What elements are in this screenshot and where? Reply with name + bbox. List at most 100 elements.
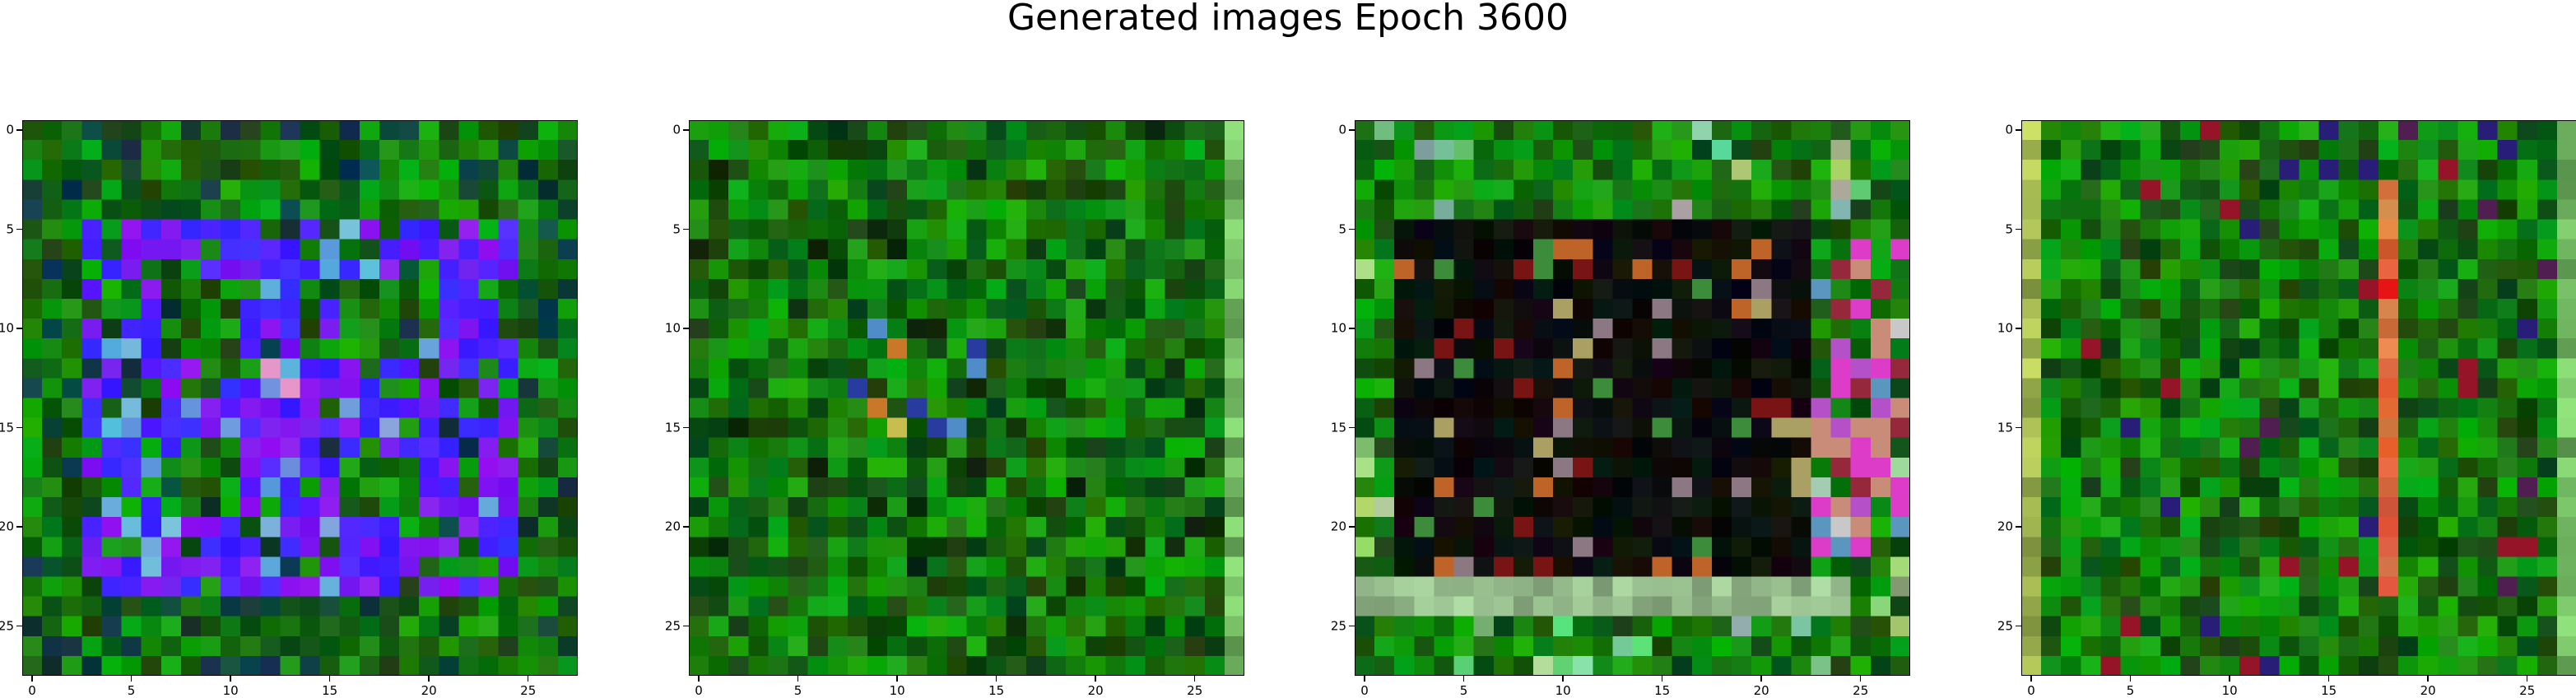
y-tick-mark xyxy=(2016,228,2021,230)
x-tick-label: 0 xyxy=(28,683,36,698)
x-tick-mark xyxy=(698,676,700,682)
y-tick-mark xyxy=(683,228,689,230)
y-tick-mark xyxy=(683,328,689,329)
generated-image-panel-4: 0 0 5 5 10 10 15 15 20 20 25 25 xyxy=(1997,120,2576,697)
x-tick-label: 5 xyxy=(1459,683,1468,698)
y-tick-label: 15 xyxy=(664,420,681,435)
x-tick-mark xyxy=(797,676,799,682)
y-tick-label: 5 xyxy=(6,221,14,237)
x-tick-label: 5 xyxy=(2126,683,2135,698)
x-tick-label: 25 xyxy=(1853,683,1869,698)
generated-image-2 xyxy=(689,120,1244,676)
x-tick-label: 10 xyxy=(222,683,239,698)
x-tick-label: 15 xyxy=(1654,683,1671,698)
x-tick-mark xyxy=(2526,676,2528,682)
y-tick-mark xyxy=(1349,228,1355,230)
x-tick-label: 5 xyxy=(793,683,802,698)
x-tick-mark xyxy=(995,676,997,682)
x-tick-mark xyxy=(230,676,231,682)
y-tick-mark xyxy=(1349,526,1355,528)
y-tick-mark xyxy=(683,625,689,627)
x-tick-mark xyxy=(2427,676,2429,682)
y-tick-label: 25 xyxy=(0,618,14,634)
y-tick-label: 15 xyxy=(1997,420,2013,435)
y-tick-mark xyxy=(16,228,22,230)
y-tick-label: 0 xyxy=(672,122,681,137)
y-tick-mark xyxy=(1349,625,1355,627)
x-tick-label: 0 xyxy=(2027,683,2035,698)
y-tick-mark xyxy=(16,526,22,528)
y-tick-label: 5 xyxy=(1338,221,1346,237)
x-tick-mark xyxy=(2229,676,2230,682)
x-tick-label: 15 xyxy=(2321,683,2337,698)
y-tick-mark xyxy=(16,129,22,131)
y-tick-mark xyxy=(2016,625,2021,627)
x-tick-label: 20 xyxy=(421,683,437,698)
y-tick-label: 10 xyxy=(664,320,681,336)
x-tick-mark xyxy=(1661,676,1663,682)
y-tick-mark xyxy=(2016,328,2021,329)
x-tick-label: 20 xyxy=(1753,683,1769,698)
y-tick-label: 20 xyxy=(664,519,681,534)
y-tick-label: 0 xyxy=(2005,122,2013,137)
figure-title: Generated images Epoch 3600 xyxy=(1007,0,1569,39)
y-tick-label: 25 xyxy=(1330,618,1346,634)
x-tick-label: 20 xyxy=(2420,683,2436,698)
y-tick-mark xyxy=(2016,426,2021,429)
y-tick-label: 5 xyxy=(2005,221,2013,237)
y-tick-label: 10 xyxy=(0,320,14,336)
x-tick-label: 25 xyxy=(1187,683,1203,698)
y-tick-mark xyxy=(683,426,689,429)
generated-image-panel-1: 0 0 5 5 10 10 15 15 20 20 25 25 xyxy=(0,120,578,697)
y-tick-label: 20 xyxy=(0,519,14,534)
y-tick-label: 20 xyxy=(1330,519,1346,534)
x-tick-mark xyxy=(428,676,430,682)
x-tick-label: 10 xyxy=(889,683,905,698)
x-tick-label: 25 xyxy=(2519,683,2536,698)
x-tick-label: 10 xyxy=(2221,683,2238,698)
x-tick-label: 0 xyxy=(695,683,703,698)
y-tick-label: 15 xyxy=(1330,420,1346,435)
y-tick-label: 0 xyxy=(1338,122,1346,137)
x-tick-mark xyxy=(2327,676,2330,682)
generated-image-1 xyxy=(22,120,578,676)
x-tick-mark xyxy=(1562,676,1564,682)
x-tick-mark xyxy=(130,676,133,682)
y-tick-mark xyxy=(683,129,689,131)
y-tick-mark xyxy=(16,625,22,627)
y-tick-mark xyxy=(683,526,689,528)
y-tick-label: 25 xyxy=(664,618,681,634)
y-tick-label: 5 xyxy=(672,221,681,237)
y-tick-label: 0 xyxy=(6,122,14,137)
x-tick-label: 15 xyxy=(988,683,1005,698)
y-tick-label: 15 xyxy=(0,420,14,435)
x-tick-mark xyxy=(1859,676,1862,682)
y-tick-mark xyxy=(2016,526,2021,528)
generated-image-3 xyxy=(1355,120,1910,676)
y-tick-mark xyxy=(1349,328,1355,329)
x-tick-mark xyxy=(328,676,331,682)
x-tick-label: 25 xyxy=(520,683,537,698)
x-tick-mark xyxy=(1760,676,1762,682)
x-tick-label: 15 xyxy=(322,683,338,698)
y-tick-mark xyxy=(1349,426,1355,429)
x-tick-mark xyxy=(31,676,33,682)
generated-image-panel-2: 0 0 5 5 10 10 15 15 20 20 25 25 xyxy=(665,120,1244,697)
y-tick-label: 10 xyxy=(1997,320,2013,336)
x-tick-label: 0 xyxy=(1360,683,1369,698)
x-tick-label: 20 xyxy=(1087,683,1104,698)
y-tick-label: 20 xyxy=(1997,519,2013,534)
generated-image-4 xyxy=(2021,120,2576,676)
x-tick-label: 10 xyxy=(1555,683,1571,698)
y-tick-label: 10 xyxy=(1330,320,1346,336)
x-tick-mark xyxy=(896,676,898,682)
x-tick-mark xyxy=(2030,676,2032,682)
x-tick-mark xyxy=(1193,676,1196,682)
x-tick-label: 5 xyxy=(127,683,136,698)
y-tick-mark xyxy=(1349,129,1355,131)
y-tick-mark xyxy=(16,328,22,329)
y-tick-mark xyxy=(2016,129,2021,131)
x-tick-mark xyxy=(1095,676,1096,682)
y-tick-mark xyxy=(16,426,22,429)
x-tick-mark xyxy=(2129,676,2132,682)
